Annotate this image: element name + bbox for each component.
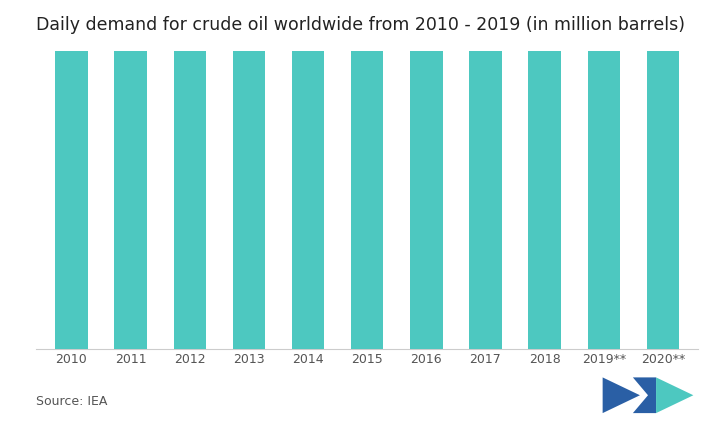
Bar (174, 0, 206, 348)
Text: Source: IEA: Source: IEA (36, 395, 107, 408)
Polygon shape (656, 377, 693, 413)
Bar (292, 0, 324, 348)
Bar (410, 0, 443, 348)
Polygon shape (603, 377, 640, 413)
Polygon shape (633, 377, 656, 413)
Bar (469, 0, 502, 348)
Bar (588, 0, 620, 348)
Text: Daily demand for crude oil worldwide from 2010 - 2019 (in million barrels): Daily demand for crude oil worldwide fro… (36, 16, 685, 34)
Bar (55, 0, 88, 348)
Bar (233, 0, 265, 348)
Bar (114, 0, 147, 348)
Bar (351, 0, 384, 348)
Bar (647, 0, 679, 348)
Bar (528, 0, 561, 348)
